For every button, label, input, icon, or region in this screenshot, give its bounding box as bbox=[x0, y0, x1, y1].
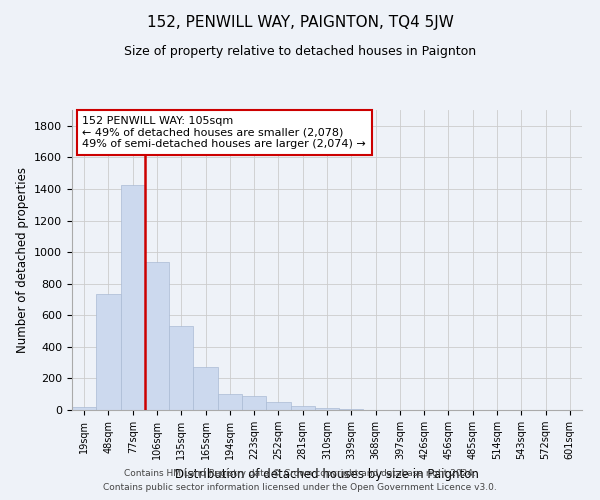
Text: Contains HM Land Registry data © Crown copyright and database right 2024.: Contains HM Land Registry data © Crown c… bbox=[124, 468, 476, 477]
Bar bbox=[242, 396, 266, 410]
Bar bbox=[315, 408, 339, 410]
Text: Contains public sector information licensed under the Open Government Licence v3: Contains public sector information licen… bbox=[103, 484, 497, 492]
Bar bbox=[218, 394, 242, 410]
Bar bbox=[339, 409, 364, 410]
Y-axis label: Number of detached properties: Number of detached properties bbox=[16, 167, 29, 353]
X-axis label: Distribution of detached houses by size in Paignton: Distribution of detached houses by size … bbox=[175, 468, 479, 480]
Bar bbox=[193, 368, 218, 410]
Bar bbox=[266, 402, 290, 410]
Text: Size of property relative to detached houses in Paignton: Size of property relative to detached ho… bbox=[124, 45, 476, 58]
Bar bbox=[290, 406, 315, 410]
Text: 152 PENWILL WAY: 105sqm
← 49% of detached houses are smaller (2,078)
49% of semi: 152 PENWILL WAY: 105sqm ← 49% of detache… bbox=[82, 116, 366, 149]
Bar bbox=[169, 326, 193, 410]
Bar bbox=[72, 407, 96, 410]
Text: 152, PENWILL WAY, PAIGNTON, TQ4 5JW: 152, PENWILL WAY, PAIGNTON, TQ4 5JW bbox=[146, 15, 454, 30]
Bar bbox=[145, 262, 169, 410]
Bar bbox=[121, 185, 145, 410]
Bar bbox=[96, 294, 121, 410]
